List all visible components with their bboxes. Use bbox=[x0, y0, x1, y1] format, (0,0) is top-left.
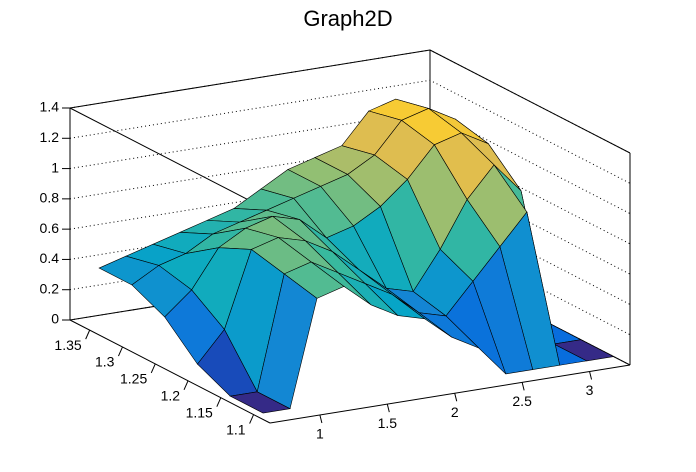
y-tick bbox=[183, 380, 189, 390]
y-tick bbox=[249, 414, 255, 424]
y-tick-label: 1.3 bbox=[95, 354, 115, 370]
z-tick-label: 1.4 bbox=[40, 99, 60, 115]
x-tick-label: 1.5 bbox=[378, 415, 398, 431]
x-tick-label: 2.5 bbox=[512, 393, 532, 409]
z-tick-label: 0.2 bbox=[40, 280, 60, 296]
y-tick bbox=[150, 363, 156, 374]
z-tick-label: 0.8 bbox=[40, 190, 60, 206]
box-edge bbox=[69, 319, 271, 424]
x-tick bbox=[319, 414, 323, 424]
y-tick-label: 1.1 bbox=[226, 421, 246, 437]
grid-line bbox=[69, 79, 631, 184]
y-tick-label: 1.35 bbox=[54, 337, 81, 353]
y-tick bbox=[85, 329, 91, 340]
x-tick-label: 2 bbox=[451, 404, 459, 420]
x-tick bbox=[454, 393, 458, 402]
y-tick bbox=[216, 397, 222, 407]
x-tick bbox=[386, 403, 390, 413]
z-tick-label: 0.4 bbox=[40, 250, 60, 266]
z-tick-label: 1.2 bbox=[40, 129, 60, 145]
box-edge bbox=[69, 107, 271, 212]
z-tick-label: 0.6 bbox=[40, 220, 60, 236]
z-tick-label: 1 bbox=[51, 159, 59, 175]
y-tick bbox=[118, 346, 123, 357]
y-tick-label: 1.25 bbox=[120, 371, 147, 387]
box-edge bbox=[69, 49, 431, 109]
x-tick-label: 1 bbox=[316, 426, 324, 442]
box-edge bbox=[269, 364, 631, 424]
z-tick-label: 0 bbox=[51, 311, 59, 327]
x-tick bbox=[589, 371, 593, 380]
y-tick-label: 1.2 bbox=[161, 387, 181, 403]
chart-title: Graph2D bbox=[303, 6, 392, 31]
y-tick-label: 1.15 bbox=[186, 404, 213, 420]
grid-line bbox=[69, 49, 631, 154]
x-tick-label: 3 bbox=[586, 382, 594, 398]
surface-cell bbox=[229, 391, 291, 414]
x-tick bbox=[521, 382, 525, 391]
